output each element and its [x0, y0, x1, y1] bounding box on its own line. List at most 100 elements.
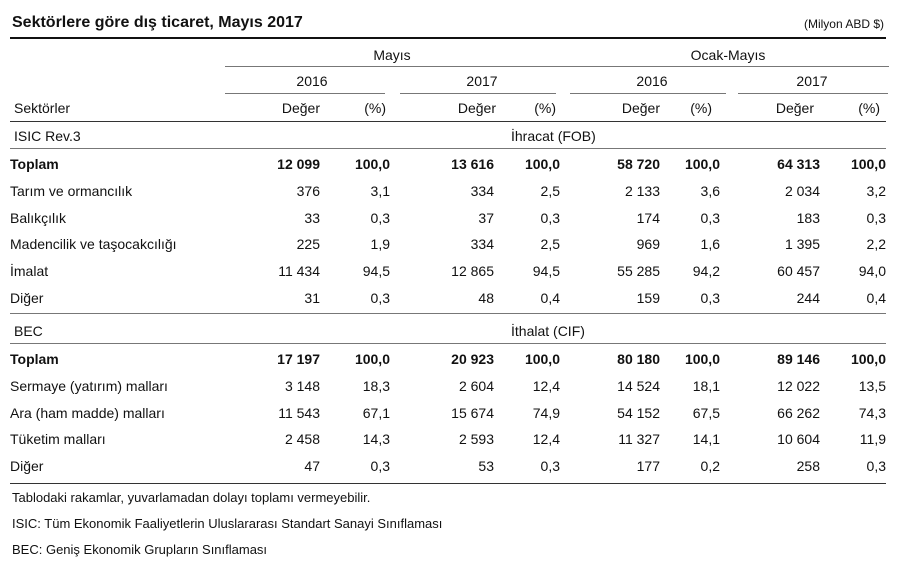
percent-cell: 13,5 — [858, 378, 886, 395]
section-flow-ihracat: İhracat (FOB) — [511, 128, 596, 144]
value-cell: 60 457 — [777, 263, 820, 280]
percent-cell: 0,3 — [866, 209, 886, 226]
percent-cell: 0,3 — [540, 458, 560, 475]
percent-cell: 100,0 — [850, 156, 886, 173]
value-cell: 48 — [478, 289, 494, 306]
value-cell: 47 — [304, 458, 320, 475]
percent-cell: 0,3 — [540, 209, 560, 226]
percent-cell: 12,4 — [532, 431, 560, 448]
column-header-deger-1: Değer — [281, 100, 320, 116]
year-underline-2 — [400, 93, 556, 94]
year-underline-4 — [738, 93, 888, 94]
row-label: Diğer — [10, 289, 44, 306]
column-header-deger-4: Değer — [775, 100, 814, 116]
percent-cell: 0,3 — [866, 458, 886, 475]
column-header-pct-3: (%) — [690, 100, 712, 116]
top-rule — [10, 37, 886, 39]
import-table: Toplam 17 197 100,0 20 923 100,0 80 180 100,0 8… — [10, 346, 886, 479]
table-row: Ara (ham madde) malları 11 543 67,1 15 674 7… — [10, 399, 886, 426]
row-label: Madencilik ve taşocakcılığı — [10, 236, 177, 253]
note-bec: BEC: Geniş Ekonomik Grupların Sınıflamas… — [12, 542, 268, 557]
value-cell: 15 674 — [451, 404, 494, 421]
section-flow-ithalat: İthalat (CIF) — [511, 323, 585, 339]
value-cell: 3 148 — [284, 378, 320, 395]
value-cell: 177 — [636, 458, 660, 475]
row-label: İmalat — [10, 263, 49, 280]
table-row: Balıkçılık 33 0,3 37 0,3 174 0,3 183 0,3 — [10, 204, 886, 231]
row-label: Ara (ham madde) malları — [10, 404, 165, 421]
column-header-pct-1: (%) — [364, 100, 386, 116]
value-cell: 12 865 — [451, 263, 494, 280]
value-cell: 2 458 — [284, 431, 320, 448]
year-underline-3 — [570, 93, 726, 94]
percent-cell: 0,3 — [370, 289, 390, 306]
year-header-mayis-2017: 2017 — [466, 73, 498, 89]
value-cell: 55 285 — [617, 263, 660, 280]
value-cell: 58 720 — [617, 156, 660, 173]
value-cell: 37 — [478, 209, 494, 226]
percent-cell: 100,0 — [524, 156, 560, 173]
value-cell: 64 313 — [777, 156, 820, 173]
percent-cell: 3,1 — [370, 183, 390, 200]
unit-label: (Milyon ABD $) — [803, 17, 884, 31]
year-underline-1 — [225, 93, 385, 94]
note-rounding: Tablodaki rakamlar, yuvarlamadan dolayı … — [12, 490, 371, 505]
percent-cell: 12,4 — [532, 378, 560, 395]
value-cell: 258 — [796, 458, 820, 475]
value-cell: 12 099 — [277, 156, 320, 173]
percent-cell: 14,3 — [362, 431, 390, 448]
percent-cell: 94,0 — [858, 263, 886, 280]
table-row-total: Toplam 17 197 100,0 20 923 100,0 80 180 100,0 8… — [10, 346, 886, 373]
percent-cell: 18,1 — [692, 378, 720, 395]
percent-cell: 18,3 — [362, 378, 390, 395]
percent-cell: 0,3 — [700, 209, 720, 226]
year-header-ocak-2017: 2017 — [796, 73, 828, 89]
value-cell: 159 — [636, 289, 660, 306]
table-row: İmalat 11 434 94,5 12 865 94,5 55 285 94,2 60 4… — [10, 258, 886, 285]
table-row: Tarım ve ormancılık 376 3,1 334 2,5 2 133 3,6 2… — [10, 178, 886, 205]
group-header-ocak-mayis: Ocak-Mayıs — [690, 47, 766, 63]
page-title: Sektörlere göre dış ticaret, Mayıs 2017 — [12, 14, 303, 31]
percent-cell: 0,2 — [700, 458, 720, 475]
group-underline — [225, 66, 889, 67]
year-header-ocak-2016: 2016 — [636, 73, 668, 89]
percent-cell: 3,6 — [700, 183, 720, 200]
percent-cell: 1,6 — [700, 236, 720, 253]
percent-cell: 2,5 — [540, 183, 560, 200]
table-row: Madencilik ve taşocakcılığı 225 1,9 334 2,5 9… — [10, 231, 886, 258]
column-header-deger-2: Değer — [457, 100, 496, 116]
table-row-total: Toplam 12 099 100,0 13 616 100,0 58 720 100,0 6… — [10, 151, 886, 178]
percent-cell: 100,0 — [354, 156, 390, 173]
column-header-deger-3: Değer — [621, 100, 660, 116]
value-cell: 17 197 — [277, 351, 320, 368]
section-code-bec: BEC — [14, 323, 43, 339]
percent-cell: 1,9 — [370, 236, 390, 253]
value-cell: 225 — [296, 236, 320, 253]
value-cell: 53 — [478, 458, 494, 475]
section-code-isic: ISIC Rev.3 — [14, 128, 81, 144]
section-rule-1 — [10, 148, 886, 149]
value-cell: 89 146 — [777, 351, 820, 368]
column-header-pct-4: (%) — [858, 100, 880, 116]
column-header-sektorler: Sektörler — [14, 100, 71, 116]
percent-cell: 0,3 — [370, 209, 390, 226]
row-label: Tarım ve ormancılık — [10, 183, 133, 200]
percent-cell: 100,0 — [684, 156, 720, 173]
percent-cell: 100,0 — [684, 351, 720, 368]
value-cell: 33 — [304, 209, 320, 226]
value-cell: 12 022 — [777, 378, 820, 395]
table-row: Diğer 47 0,3 53 0,3 177 0,2 258 0,3 — [10, 453, 886, 480]
value-cell: 66 262 — [777, 404, 820, 421]
row-label: Sermaye (yatırım) malları — [10, 378, 168, 395]
percent-cell: 0,4 — [540, 289, 560, 306]
row-label: Balıkçılık — [10, 209, 67, 226]
row-label: Diğer — [10, 458, 44, 475]
value-cell: 11 543 — [278, 404, 320, 421]
value-cell: 11 434 — [278, 263, 320, 280]
percent-cell: 74,9 — [532, 404, 560, 421]
percent-cell: 0,4 — [866, 289, 886, 306]
value-cell: 13 616 — [451, 156, 494, 173]
percent-cell: 100,0 — [354, 351, 390, 368]
percent-cell: 2,2 — [866, 236, 886, 253]
value-cell: 174 — [636, 209, 660, 226]
